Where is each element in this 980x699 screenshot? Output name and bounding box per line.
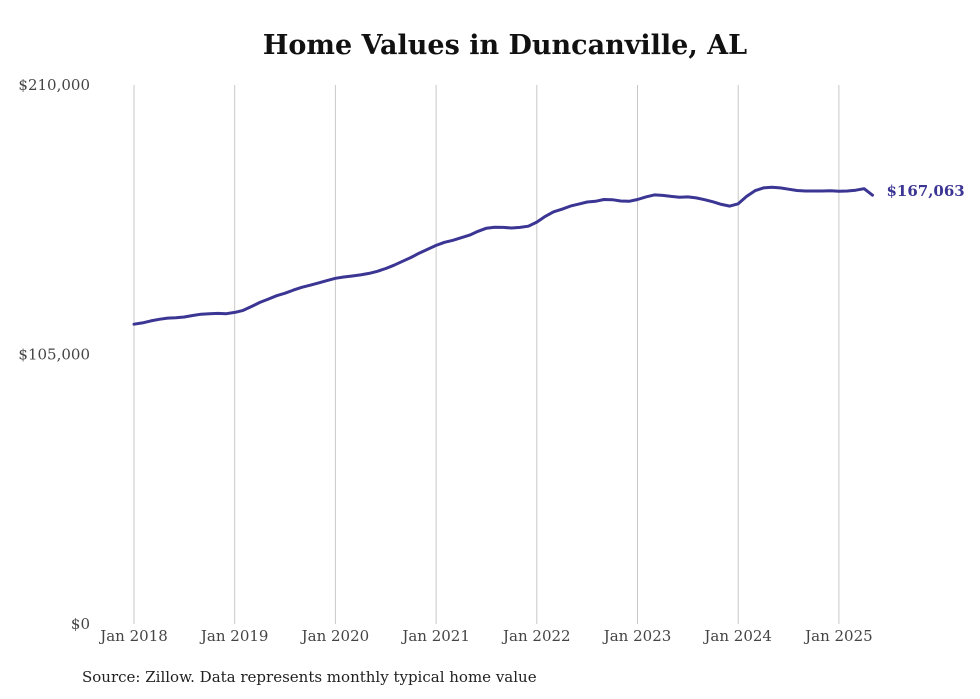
- x-tick-label: Jan 2020: [300, 627, 370, 645]
- y-axis-ticks: $0 $105,000 $210,000: [18, 76, 90, 633]
- end-value-label: $167,063: [886, 182, 964, 200]
- x-tick-label: Jan 2023: [602, 627, 672, 645]
- x-tick-label: Jan 2022: [501, 627, 571, 645]
- source-note: Source: Zillow. Data represents monthly …: [82, 668, 537, 686]
- grid-lines: [133, 85, 840, 624]
- x-tick-label: Jan 2024: [702, 627, 772, 645]
- series-layer: $167,063: [132, 182, 965, 326]
- x-tick-label: Jan 2019: [199, 627, 269, 645]
- chart-title: Home Values in Duncanville, AL: [262, 30, 748, 61]
- y-tick-label: $210,000: [18, 76, 90, 94]
- x-axis-ticks: Jan 2018 Jan 2019 Jan 2020 Jan 2021 Jan 2022…: [98, 627, 872, 645]
- x-tick-label: Jan 2021: [400, 627, 470, 645]
- y-tick-label: $105,000: [18, 346, 90, 364]
- x-tick-label: Jan 2025: [803, 627, 873, 645]
- x-tick-label: Jan 2018: [98, 627, 168, 645]
- series-line: [132, 185, 874, 326]
- y-tick-label: $0: [71, 615, 90, 633]
